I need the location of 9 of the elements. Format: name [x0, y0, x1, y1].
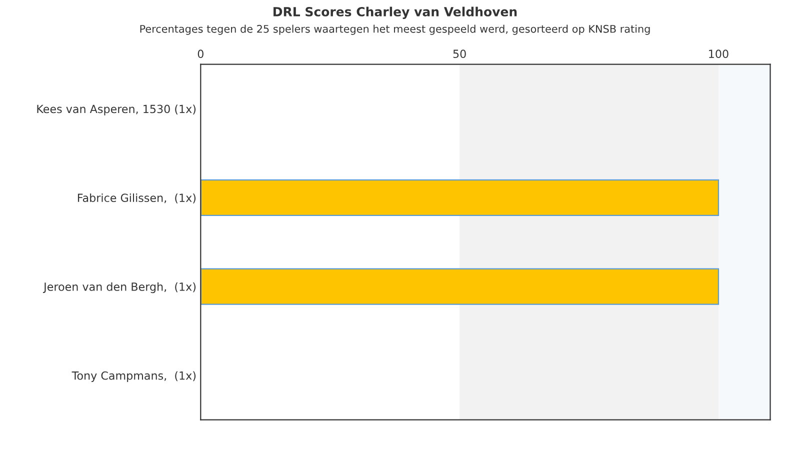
y-tick-label: Fabrice Gilissen, (1x): [78, 193, 196, 204]
y-tick-label: Kees van Asperen, 1530 (1x): [37, 104, 196, 116]
x-tick-label: 0: [198, 50, 204, 58]
y-tick-label: Jeroen van den Bergh, (1x): [43, 282, 196, 294]
x-tick-label: 100: [709, 50, 728, 58]
y-tick-label: Tony Campmans, (1x): [72, 371, 196, 382]
chart-title: DRL Scores Charley van Veldhoven: [274, 6, 517, 19]
x-tick-label: 50: [453, 50, 466, 58]
chart-subtitle: Percentages tegen de 25 spelers waartegen het meest gespeeld werd, gesorteerd op KNSB rating: [140, 24, 650, 35]
